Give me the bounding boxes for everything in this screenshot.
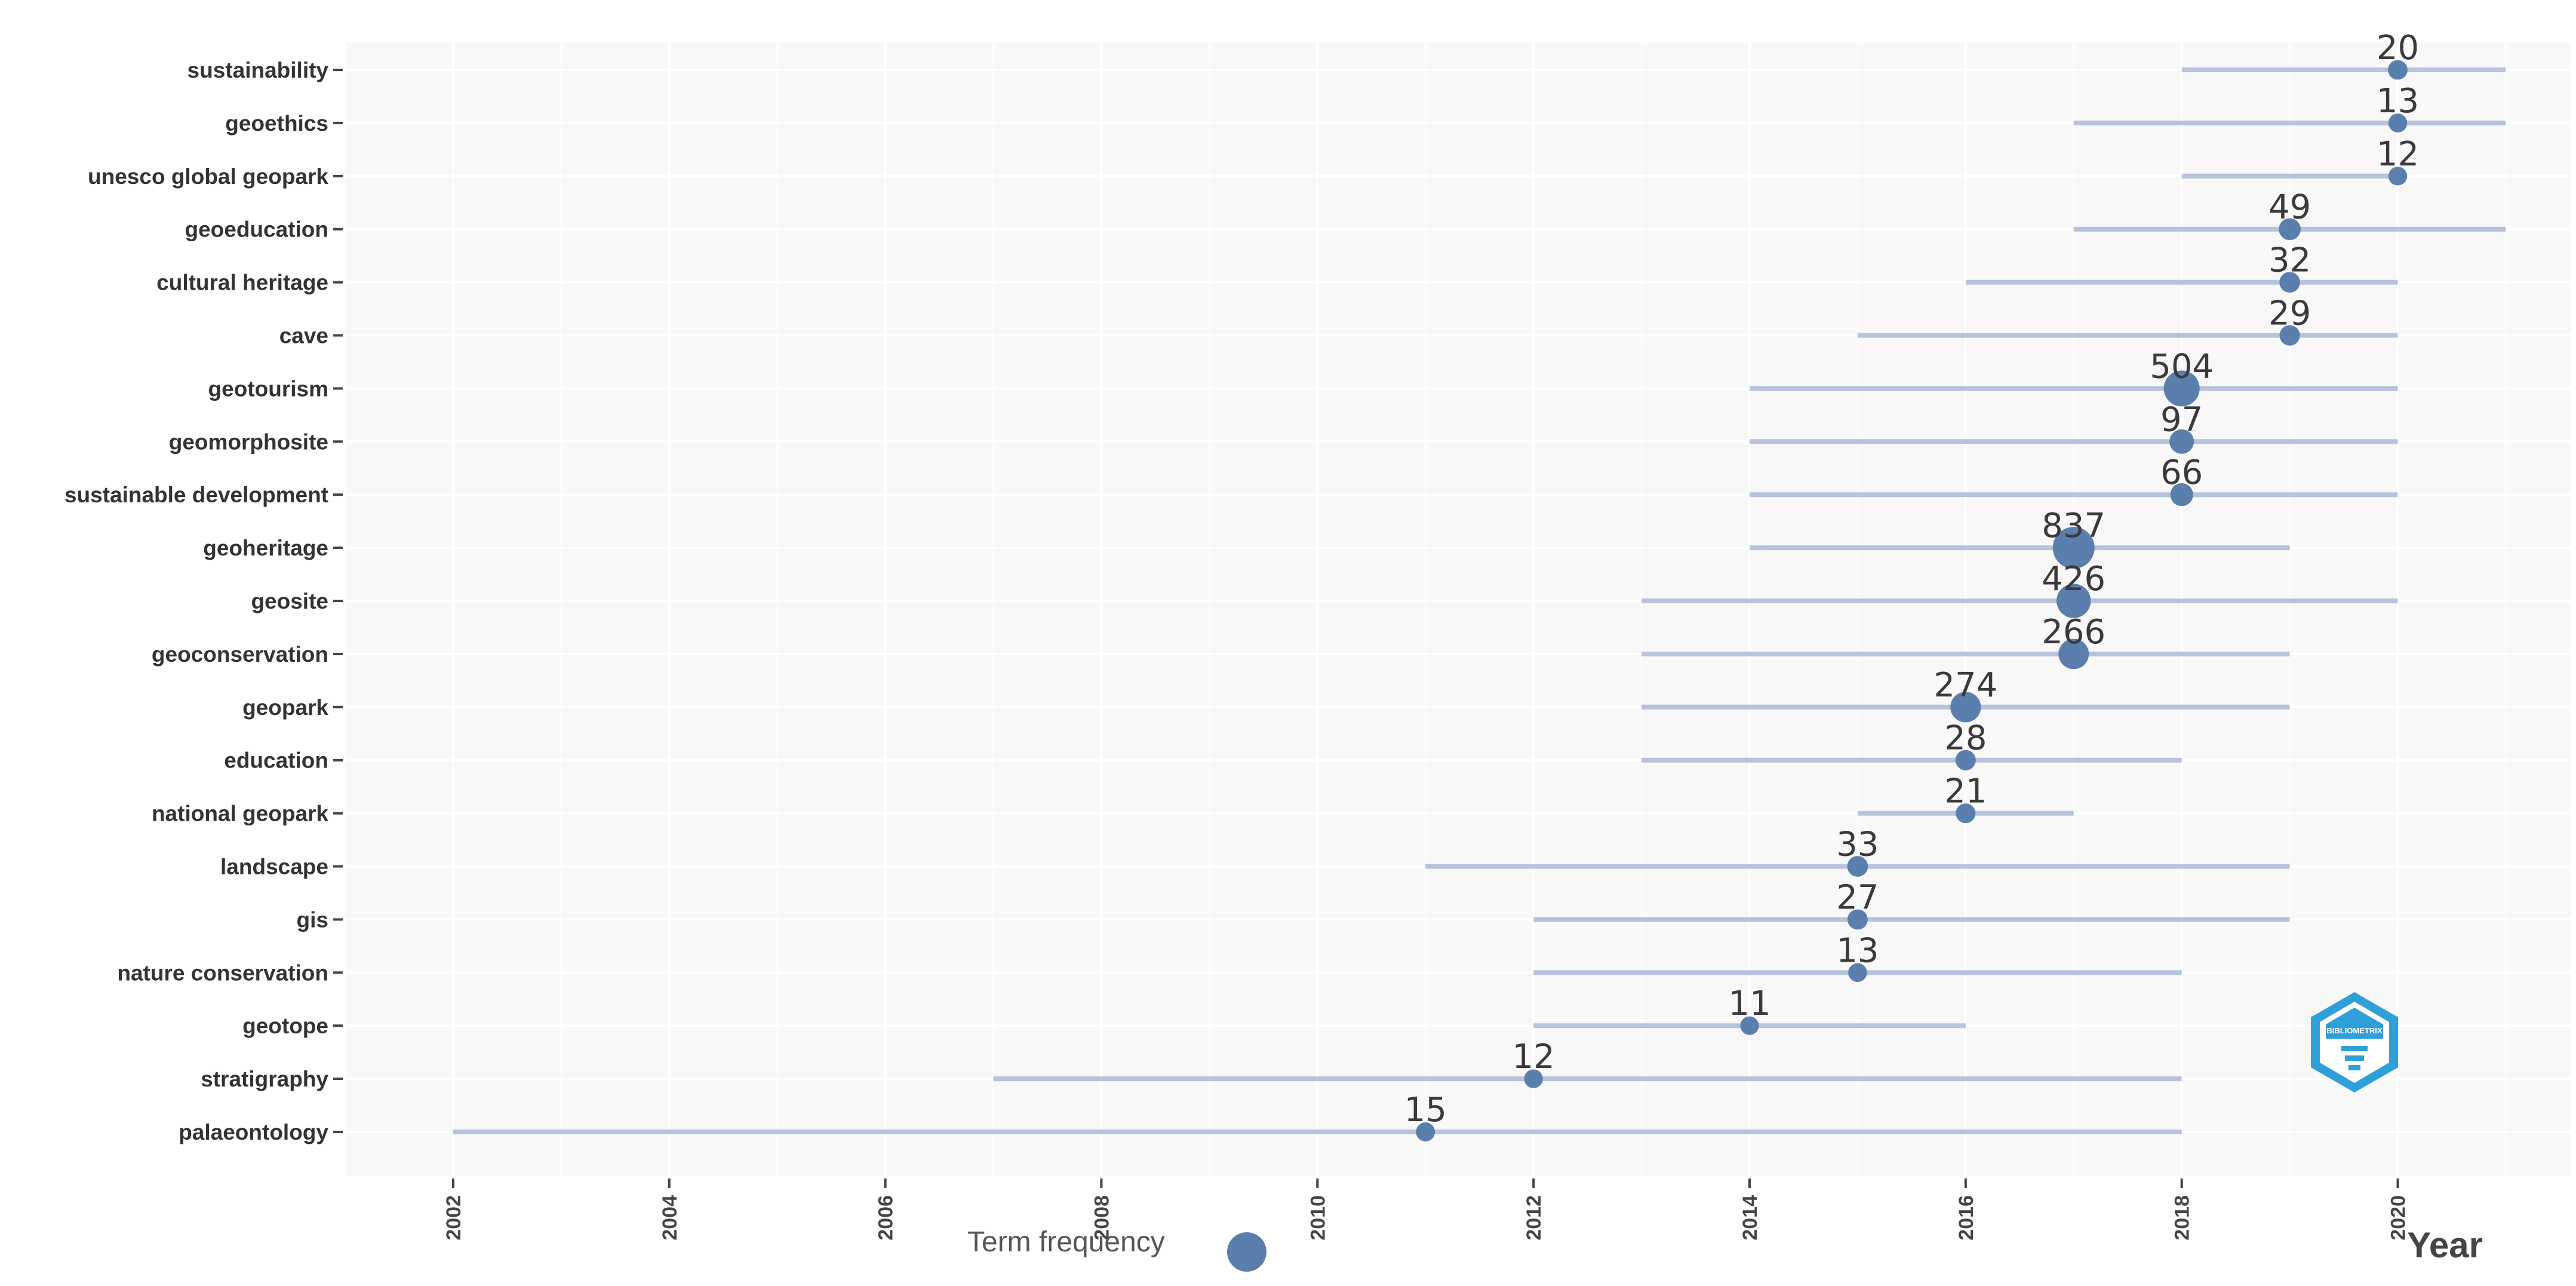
freq-label-palaeontology: 15	[1404, 1091, 1447, 1130]
y-tick-label-geoeducation: geoeducation	[185, 217, 328, 242]
x-tick-label-2016: 2016	[1955, 1195, 1978, 1241]
y-tick-label-education: education	[224, 748, 328, 773]
x-tick-label-2006: 2006	[875, 1195, 897, 1241]
x-tick-label-2018: 2018	[2171, 1195, 2194, 1241]
freq-label-cave: 29	[2268, 294, 2311, 333]
point-geotourism	[2163, 370, 2200, 407]
point-unesco-global-geopark	[2388, 167, 2408, 186]
freq-label-stratigraphy: 12	[1513, 1038, 1555, 1076]
y-tick-label-geopark: geopark	[242, 695, 328, 720]
y-tick-label-geotope: geotope	[242, 1014, 328, 1038]
point-sustainability	[2388, 60, 2408, 80]
y-tick-label-unesco-global-geopark: unesco global geopark	[88, 164, 328, 189]
freq-label-gis: 27	[1836, 878, 1879, 917]
y-axis: sustainability geoethics unesco global geo…	[64, 58, 343, 1144]
y-tick-label-gis: gis	[297, 907, 328, 932]
y-tick-label-geoconservation: geoconservation	[152, 642, 328, 667]
freq-label-geoconservation: 266	[2042, 613, 2105, 652]
point-national-geopark	[1956, 803, 1976, 824]
freq-label-geoethics: 13	[2377, 82, 2419, 121]
y-tick-label-geoethics: geoethics	[225, 111, 328, 136]
x-axis-title: Year	[2407, 1225, 2483, 1265]
y-tick-label-landscape: landscape	[220, 855, 328, 879]
x-tick-label-2002: 2002	[442, 1195, 465, 1241]
point-geoheritage	[2052, 527, 2095, 569]
bibliometrix-logo-icon: BIBLIOMETRIX	[2311, 992, 2398, 1092]
legend-label: Term frequency	[967, 1226, 1165, 1258]
y-tick-label-national-geopark: national geopark	[152, 802, 328, 826]
x-tick-label-2004: 2004	[659, 1195, 681, 1241]
y-tick-label-palaeontology: palaeontology	[179, 1120, 328, 1144]
point-geopark	[1950, 692, 1981, 723]
y-tick-label-cultural-heritage: cultural heritage	[156, 271, 328, 295]
y-tick-label-geoheritage: geoheritage	[203, 536, 328, 560]
freq-label-unesco-global-geopark: 12	[2377, 135, 2419, 174]
freq-label-geopark: 274	[1933, 666, 1997, 705]
point-stratigraphy	[1524, 1069, 1543, 1088]
point-landscape	[1847, 856, 1868, 877]
legend-symbol	[1227, 1232, 1267, 1272]
point-education	[1955, 750, 1976, 771]
y-tick-label-geosite: geosite	[251, 589, 328, 613]
point-cultural-heritage	[2279, 272, 2300, 293]
y-tick-label-stratigraphy: stratigraphy	[201, 1067, 328, 1091]
freq-label-geosite: 426	[2042, 560, 2105, 599]
freq-label-sustainability: 20	[2377, 29, 2419, 67]
x-tick-label-2012: 2012	[1523, 1195, 1545, 1241]
freq-label-sustainable-development: 66	[2160, 453, 2203, 492]
logo-text: BIBLIOMETRIX	[2326, 1026, 2382, 1035]
freq-label-geoeducation: 49	[2268, 188, 2311, 227]
legend: Term frequency	[967, 1226, 1267, 1272]
y-tick-label-geotourism: geotourism	[208, 376, 328, 401]
x-tick-label-2014: 2014	[1739, 1195, 1762, 1241]
freq-label-geomorphosite: 97	[2160, 400, 2203, 439]
y-tick-label-geomorphosite: geomorphosite	[169, 429, 328, 454]
y-tick-label-sustainable-development: sustainable development	[64, 483, 328, 507]
y-tick-label-nature-conservation: nature conservation	[117, 960, 328, 985]
freq-label-nature-conservation: 13	[1836, 931, 1879, 970]
x-tick-label-2020: 2020	[2387, 1195, 2410, 1241]
frequency-labels: 20 13 12 49 32 29 504 97 66 837 426 266 274 28 21 33 27 1…	[1404, 29, 2420, 1130]
freq-label-cultural-heritage: 32	[2268, 241, 2311, 280]
freq-label-geoheritage: 837	[2042, 507, 2105, 545]
freq-label-geotourism: 504	[2150, 347, 2214, 386]
x-tick-label-2008: 2008	[1090, 1195, 1113, 1241]
point-sustainable-development	[2170, 483, 2193, 507]
point-palaeontology	[1416, 1122, 1435, 1141]
point-geomorphosite	[2169, 429, 2194, 454]
freq-label-national-geopark: 21	[1944, 772, 1987, 811]
y-tick-label-sustainability: sustainability	[187, 58, 329, 82]
point-geoethics	[2388, 113, 2408, 133]
point-gis	[1847, 909, 1868, 930]
freq-label-education: 28	[1944, 719, 1987, 758]
point-nature-conservation	[1848, 963, 1867, 983]
year-ranges	[453, 67, 2506, 1134]
y-tick-label-cave: cave	[279, 324, 328, 348]
x-axis: 2002 2004 2006 2008 2010 2012 2014 2016 2018 2020	[442, 1178, 2410, 1241]
freq-label-landscape: 33	[1836, 825, 1879, 864]
point-geotope	[1740, 1016, 1759, 1035]
plot-panel	[345, 43, 2571, 1176]
x-tick-label-2010: 2010	[1307, 1195, 1329, 1241]
point-geosite	[2057, 584, 2091, 618]
point-geoconservation	[2058, 639, 2089, 670]
freq-label-geotope: 11	[1728, 984, 1770, 1023]
point-cave	[2279, 325, 2300, 346]
point-geoeducation	[2279, 218, 2301, 241]
median-points	[1416, 60, 2408, 1141]
